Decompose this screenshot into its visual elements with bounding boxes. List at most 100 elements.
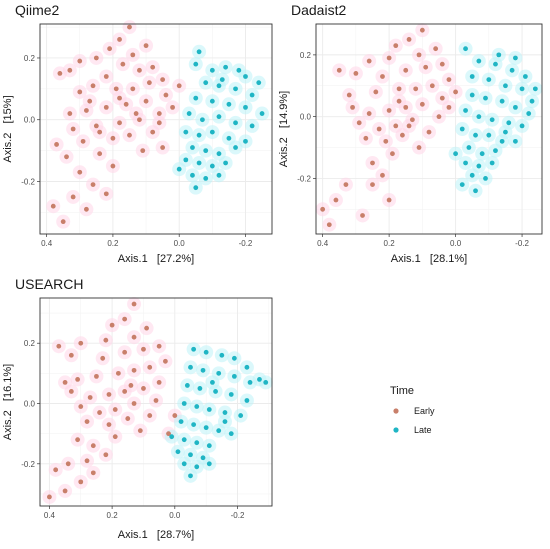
data-point [169, 434, 175, 440]
data-point [386, 55, 392, 61]
data-point [123, 101, 129, 107]
data-point [366, 111, 372, 116]
data-point [238, 413, 244, 418]
data-point [233, 145, 238, 150]
data-point [97, 410, 102, 415]
y-axis-title: Axis.2 [16.1%] [2, 364, 14, 440]
data-point [486, 132, 492, 138]
data-point [509, 67, 515, 73]
data-point [356, 120, 362, 126]
data-point [137, 117, 142, 123]
data-point [94, 373, 99, 379]
data-point [109, 322, 115, 328]
data-point [103, 337, 109, 343]
data-point [203, 349, 209, 355]
data-point [226, 135, 232, 141]
data-point [200, 367, 206, 373]
y-axis-title: Axis.2 [15%] [2, 95, 14, 162]
data-point [519, 86, 525, 92]
data-point [219, 77, 225, 82]
data-point [153, 398, 159, 403]
data-point [386, 108, 392, 113]
x-tick-label: 0.2 [107, 511, 119, 520]
data-point [176, 83, 182, 89]
y-tick-label: -0.2 [297, 174, 311, 183]
data-point [216, 83, 222, 89]
data-point [426, 129, 432, 135]
data-point [203, 80, 209, 86]
data-point [67, 111, 73, 116]
data-point [416, 52, 422, 58]
data-point [53, 467, 59, 473]
data-point [486, 77, 492, 82]
data-point [370, 182, 375, 187]
data-point [54, 142, 59, 147]
data-point [131, 301, 137, 307]
data-point [93, 55, 99, 61]
data-point [97, 151, 103, 157]
data-point [209, 98, 215, 104]
data-point [200, 455, 206, 461]
data-point [216, 151, 222, 157]
data-point [77, 89, 83, 95]
data-point [406, 123, 412, 129]
data-point [117, 95, 122, 101]
legend-key-early [393, 408, 399, 414]
data-point [130, 52, 136, 58]
data-point [112, 407, 118, 412]
data-point [181, 401, 187, 406]
data-point [489, 160, 495, 166]
data-point [117, 120, 122, 126]
data-point [496, 52, 502, 58]
data-point [257, 376, 262, 382]
data-point [228, 392, 234, 397]
data-point [103, 74, 109, 79]
data-point [130, 86, 136, 92]
data-point [78, 404, 84, 409]
data-point [140, 148, 146, 154]
data-point [103, 452, 109, 458]
data-point [156, 120, 162, 126]
data-point [87, 395, 93, 400]
data-point [463, 160, 468, 166]
data-point [50, 203, 56, 209]
data-point [203, 176, 209, 181]
data-point [181, 461, 187, 467]
legend-title: Time [390, 385, 414, 397]
data-point [489, 117, 495, 123]
data-point [68, 352, 74, 358]
data-point [363, 135, 369, 141]
data-point [194, 404, 200, 409]
data-point [84, 108, 89, 113]
data-point [80, 138, 86, 144]
data-point [503, 83, 508, 89]
data-point [259, 111, 265, 116]
data-point [233, 86, 238, 92]
data-point [100, 355, 106, 361]
data-point [191, 346, 197, 352]
legend-label-late: Late [414, 425, 432, 435]
data-point [236, 67, 242, 73]
data-point [133, 111, 139, 116]
data-point [419, 101, 425, 107]
data-point [333, 197, 339, 203]
data-point [403, 104, 409, 110]
data-point [193, 61, 199, 67]
data-point [125, 416, 131, 421]
data-point [84, 419, 90, 424]
data-point [243, 138, 248, 144]
data-point [483, 95, 488, 101]
data-point [244, 364, 250, 370]
data-point [244, 398, 250, 403]
data-point [320, 206, 326, 212]
data-point [156, 380, 162, 385]
data-point [256, 80, 262, 86]
data-point [209, 67, 215, 73]
data-point [77, 169, 83, 175]
data-point [532, 86, 538, 92]
data-point [519, 123, 525, 129]
data-point [263, 380, 269, 385]
data-point [423, 64, 429, 70]
data-point [469, 172, 475, 178]
